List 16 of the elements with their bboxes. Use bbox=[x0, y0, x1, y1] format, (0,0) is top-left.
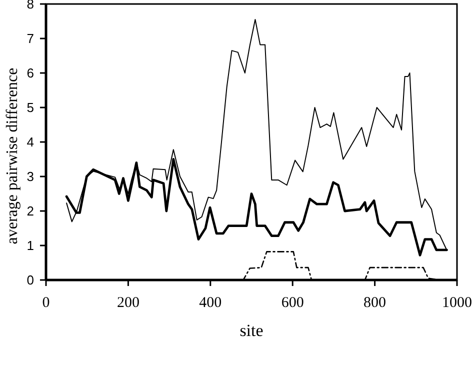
x-tick-label: 1000 bbox=[442, 295, 472, 311]
x-tick-label: 600 bbox=[281, 295, 304, 311]
y-axis-title: average pairwise difference bbox=[4, 68, 21, 244]
x-tick-label: 200 bbox=[116, 295, 140, 311]
y-tick-label: 6 bbox=[26, 66, 34, 81]
y-tick-label: 1 bbox=[26, 238, 34, 254]
x-axis-title: site bbox=[240, 321, 264, 340]
x-tick-label: 400 bbox=[199, 295, 222, 311]
y-tick-label: 5 bbox=[26, 100, 34, 116]
y-tick-label: 2 bbox=[26, 204, 34, 219]
y-tick-label: 3 bbox=[26, 169, 34, 184]
y-tick-label: 0 bbox=[26, 272, 34, 288]
y-tick-label: 7 bbox=[26, 31, 34, 46]
y-tick-label: 4 bbox=[26, 134, 34, 150]
x-tick-label: 800 bbox=[364, 295, 386, 311]
x-tick-label: 0 bbox=[42, 295, 50, 311]
